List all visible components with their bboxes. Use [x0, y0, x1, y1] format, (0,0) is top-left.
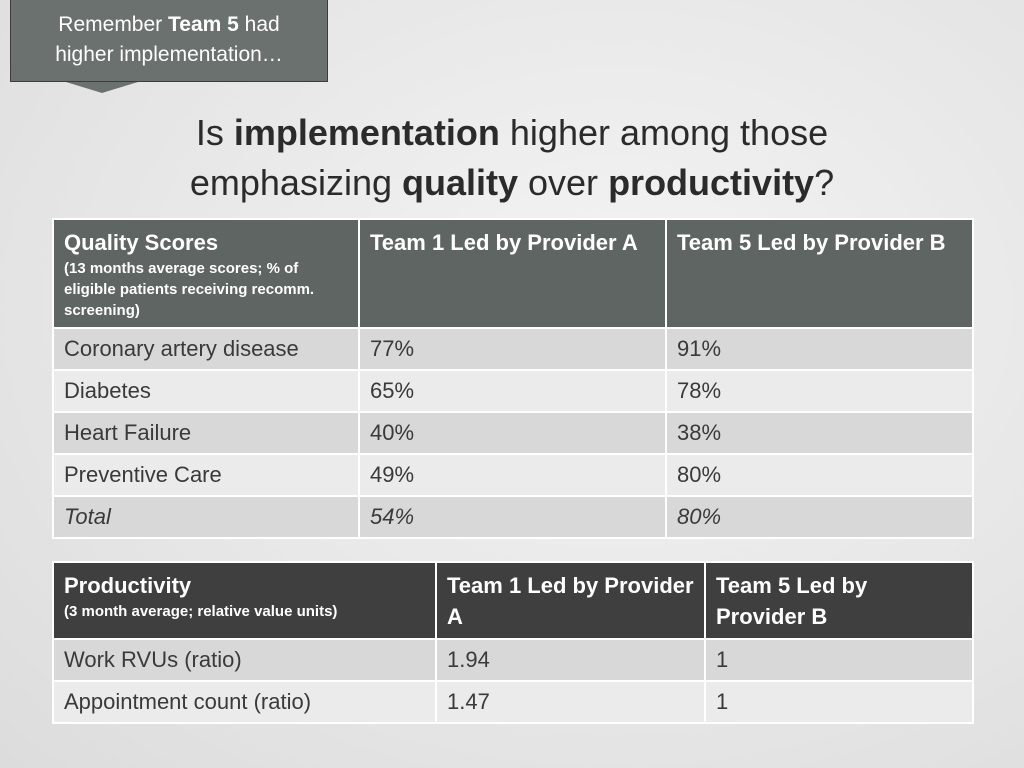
- title-text: productivity: [608, 162, 815, 203]
- slide-title: Is implementation higher among those emp…: [0, 108, 1024, 208]
- header-cell: Quality Scores (13 months average scores;…: [52, 218, 360, 329]
- header-row: Productivity (3 month average; relative v…: [52, 561, 974, 640]
- table-row: Total 54% 80%: [52, 495, 974, 539]
- table-row: Appointment count (ratio) 1.47 1: [52, 680, 974, 724]
- table-cell: 54%: [358, 495, 667, 539]
- callout-text: Team 5: [168, 13, 239, 36]
- header-cell: Productivity (3 month average; relative v…: [52, 561, 437, 640]
- header-title: Team 1 Led by Provider A: [370, 230, 638, 255]
- header-title: Team 5 Led by Provider B: [677, 230, 946, 255]
- productivity-table: Productivity (3 month average; relative v…: [52, 561, 974, 724]
- header-cell: Team 5 Led by Provider B: [704, 561, 974, 640]
- table-cell: Total: [52, 495, 360, 539]
- table-cell: 91%: [665, 327, 974, 371]
- table-cell: 49%: [358, 453, 667, 497]
- table-cell: Appointment count (ratio): [52, 680, 437, 724]
- table-cell: Coronary artery disease: [52, 327, 360, 371]
- title-text: over: [518, 162, 609, 203]
- table-cell: Preventive Care: [52, 453, 360, 497]
- table-cell: 1: [704, 680, 974, 724]
- table-cell: 1: [704, 638, 974, 682]
- table-cell: 80%: [665, 495, 974, 539]
- header-title: Quality Scores: [64, 230, 219, 255]
- table-cell: Work RVUs (ratio): [52, 638, 437, 682]
- title-text: Is: [195, 112, 234, 153]
- table-cell: 77%: [358, 327, 667, 371]
- table-cell: Diabetes: [52, 369, 360, 413]
- header-cell: Team 1 Led by Provider A: [358, 218, 667, 329]
- callout: Remember Team 5 had higher implementatio…: [10, 0, 328, 82]
- title-text: implementation: [233, 112, 500, 153]
- header-row: Quality Scores (13 months average scores;…: [52, 218, 974, 329]
- table-row: Diabetes 65% 78%: [52, 369, 974, 413]
- table-row: Preventive Care 49% 80%: [52, 453, 974, 497]
- header-cell: Team 5 Led by Provider B: [665, 218, 974, 329]
- table-row: Work RVUs (ratio) 1.94 1: [52, 638, 974, 682]
- table-cell: 1.94: [435, 638, 706, 682]
- callout-text: higher implementation…: [55, 43, 283, 66]
- title-text: ?: [814, 162, 835, 203]
- header-title: Team 5 Led by Provider B: [716, 573, 868, 629]
- title-text: quality: [402, 162, 519, 203]
- header-cell: Team 1 Led by Provider A: [435, 561, 706, 640]
- table-cell: 78%: [665, 369, 974, 413]
- title-text: higher among those: [499, 112, 829, 153]
- table-cell: 40%: [358, 411, 667, 455]
- header-subtitle: (13 months average scores; % of eligible…: [64, 260, 315, 319]
- quality-table: Quality Scores (13 months average scores;…: [52, 218, 974, 539]
- callout-pointer: [66, 82, 138, 93]
- table-cell: Heart Failure: [52, 411, 360, 455]
- table-cell: 80%: [665, 453, 974, 497]
- callout-text: Remember: [58, 13, 168, 36]
- callout-text: had: [238, 13, 280, 36]
- header-subtitle: (3 month average; relative value units): [64, 603, 338, 620]
- table-cell: 1.47: [435, 680, 706, 724]
- table-row: Heart Failure 40% 38%: [52, 411, 974, 455]
- table-cell: 65%: [358, 369, 667, 413]
- header-title: Productivity: [64, 573, 192, 598]
- table-cell: 38%: [665, 411, 974, 455]
- title-text: emphasizing: [189, 162, 402, 203]
- header-title: Team 1 Led by Provider A: [447, 573, 694, 629]
- table-row: Coronary artery disease 77% 91%: [52, 327, 974, 371]
